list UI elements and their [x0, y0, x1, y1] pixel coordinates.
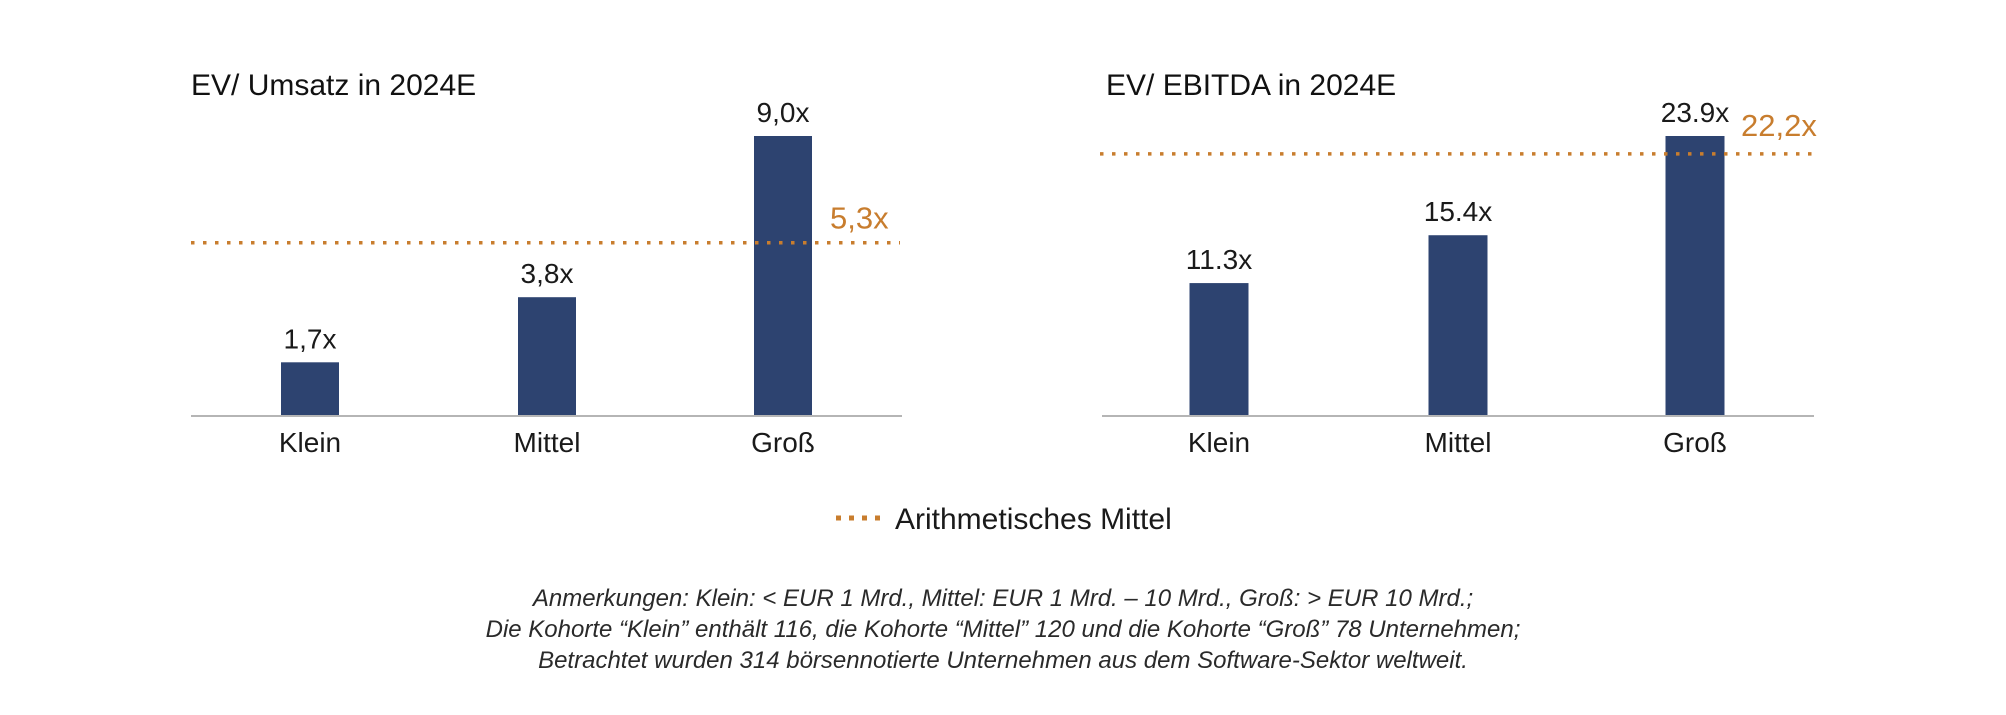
notes: Anmerkungen: Klein: < EUR 1 Mrd., Mittel… — [486, 585, 1521, 674]
value-label: 1,7x — [284, 323, 337, 354]
category-label: Groß — [751, 427, 815, 458]
bar-klein — [281, 362, 339, 415]
category-label: Mittel — [514, 427, 581, 458]
legend: Arithmetisches Mittel — [836, 503, 1172, 536]
value-label: 11.3x — [1186, 244, 1252, 275]
note-line: Die Kohorte “Klein” enthält 116, die Koh… — [486, 616, 1521, 643]
category-label: Klein — [279, 427, 341, 458]
value-label: 3,8x — [521, 258, 574, 289]
mean-label: 22,2x — [1741, 108, 1817, 143]
bar-gross — [754, 136, 812, 415]
bar-gross — [1665, 136, 1725, 415]
category-label: Groß — [1663, 427, 1727, 458]
note-line: Betrachtet wurden 314 börsennotierte Unt… — [538, 647, 1468, 674]
value-label: 23.9x — [1661, 97, 1730, 128]
chart-ev-umsatz: EV/ Umsatz in 2024E 1,7x Klein 3,8x Mittel 9… — [191, 69, 902, 458]
bar-mittel — [518, 297, 576, 415]
value-label: 15.4x — [1424, 196, 1493, 227]
value-label: 9,0x — [757, 97, 810, 128]
chart-title: EV/ EBITDA in 2024E — [1106, 69, 1396, 102]
bar-mittel — [1428, 235, 1488, 415]
bar-klein — [1189, 283, 1249, 415]
note-line: Anmerkungen: Klein: < EUR 1 Mrd., Mittel… — [531, 585, 1473, 612]
legend-label: Arithmetisches Mittel — [895, 503, 1172, 536]
chart-title: EV/ Umsatz in 2024E — [191, 69, 476, 102]
mean-label: 5,3x — [830, 201, 889, 236]
category-label: Klein — [1188, 427, 1250, 458]
chart-ev-ebitda: EV/ EBITDA in 2024E 11.3x Klein 15.4x Mitte… — [1100, 69, 1817, 458]
category-label: Mittel — [1425, 427, 1492, 458]
